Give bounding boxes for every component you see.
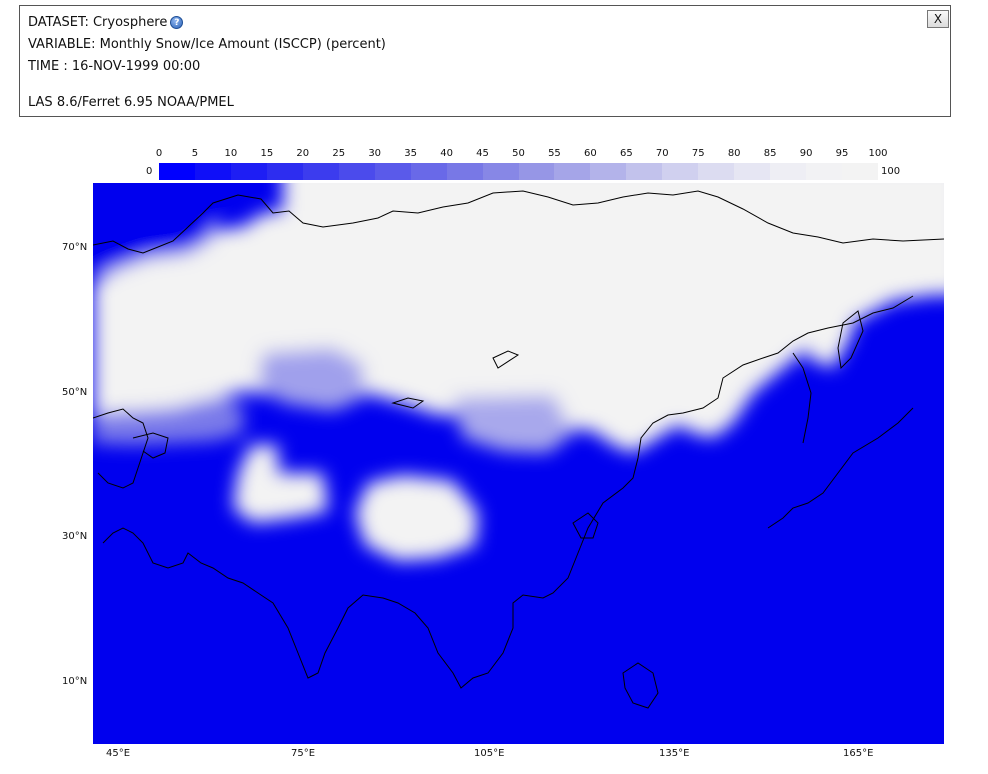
legend-color-cell (410, 163, 447, 180)
legend-color-cell (590, 163, 627, 180)
legend-color-cell (302, 163, 339, 180)
legend-color-cell (338, 163, 375, 180)
legend-color-cell (446, 163, 483, 180)
legend-tick-label: 90 (799, 148, 813, 159)
x-label-135e: 135°E (659, 748, 690, 759)
question-mark-icon[interactable]: ? (170, 16, 184, 29)
legend-tick-label: 50 (512, 148, 525, 159)
x-label-105e: 105°E (474, 748, 505, 759)
legend-tick-label: 85 (763, 148, 777, 159)
credit-line: LAS 8.6/Ferret 6.95 NOAA/PMEL (28, 95, 234, 110)
coastlines (93, 190, 944, 709)
legend-color-cell (518, 163, 555, 180)
legend-tick-label: 25 (332, 148, 346, 159)
legend-tick-label: 55 (548, 148, 561, 159)
legend-color-cell (662, 163, 699, 180)
legend-color-cell (554, 163, 591, 180)
snow-ice-map[interactable] (93, 183, 944, 744)
legend-tick-label: 75 (691, 148, 705, 159)
close-button[interactable]: X (927, 10, 949, 28)
variable-line: VARIABLE: Monthly Snow/Ice Amount (ISCCP… (28, 37, 386, 52)
time-line: TIME : 16-NOV-1999 00:00 (28, 59, 201, 74)
legend-tick-label: 5 (191, 148, 199, 159)
y-label-30n: 30°N (62, 531, 88, 542)
legend-color-cell (482, 163, 519, 180)
x-label-165e: 165°E (843, 748, 874, 759)
legend-color-cell (230, 163, 267, 180)
legend-tick-label: 95 (835, 148, 849, 159)
snow-field (93, 183, 944, 561)
legend-tick-label: 100 (868, 148, 888, 159)
legend-color-cell (266, 163, 303, 180)
legend-color-cell (806, 163, 843, 180)
legend-tick-label: 60 (584, 148, 597, 159)
legend-tick-label: 70 (655, 148, 669, 159)
legend-color-cell (159, 163, 195, 180)
color-legend-bar (159, 163, 879, 180)
dataset-line: DATASET: Cryosphere? (28, 15, 184, 30)
legend-tick-label: 15 (260, 148, 274, 159)
legend-tick-label: 0 (155, 148, 163, 159)
x-label-45e: 45°E (106, 748, 131, 759)
legend-color-cell (626, 163, 663, 180)
legend-color-cell (770, 163, 807, 180)
x-label-75e: 75°E (291, 748, 316, 759)
info-panel: DATASET: Cryosphere? VARIABLE: Monthly S… (19, 5, 951, 117)
legend-max-label: 100 (881, 166, 901, 177)
legend-tick-label: 10 (224, 148, 238, 159)
legend-tick-label: 45 (476, 148, 489, 159)
legend-color-cell (842, 163, 879, 180)
legend-tick-label: 80 (727, 148, 741, 159)
legend-tick-label: 20 (296, 148, 310, 159)
legend-tick-label: 65 (619, 148, 633, 159)
legend-tick-label: 30 (368, 148, 382, 159)
legend-tick-label: 35 (404, 148, 418, 159)
legend-color-cell (734, 163, 771, 180)
legend-color-cell (698, 163, 735, 180)
dataset-label: DATASET: Cryosphere (28, 15, 168, 30)
legend-color-cell (194, 163, 231, 180)
legend-min-label: 0 (146, 166, 153, 177)
y-label-10n: 10°N (62, 676, 88, 687)
legend-tick-label: 40 (440, 148, 453, 159)
y-label-70n: 70°N (62, 242, 88, 253)
legend-color-cell (374, 163, 411, 180)
y-label-50n: 50°N (62, 387, 88, 398)
